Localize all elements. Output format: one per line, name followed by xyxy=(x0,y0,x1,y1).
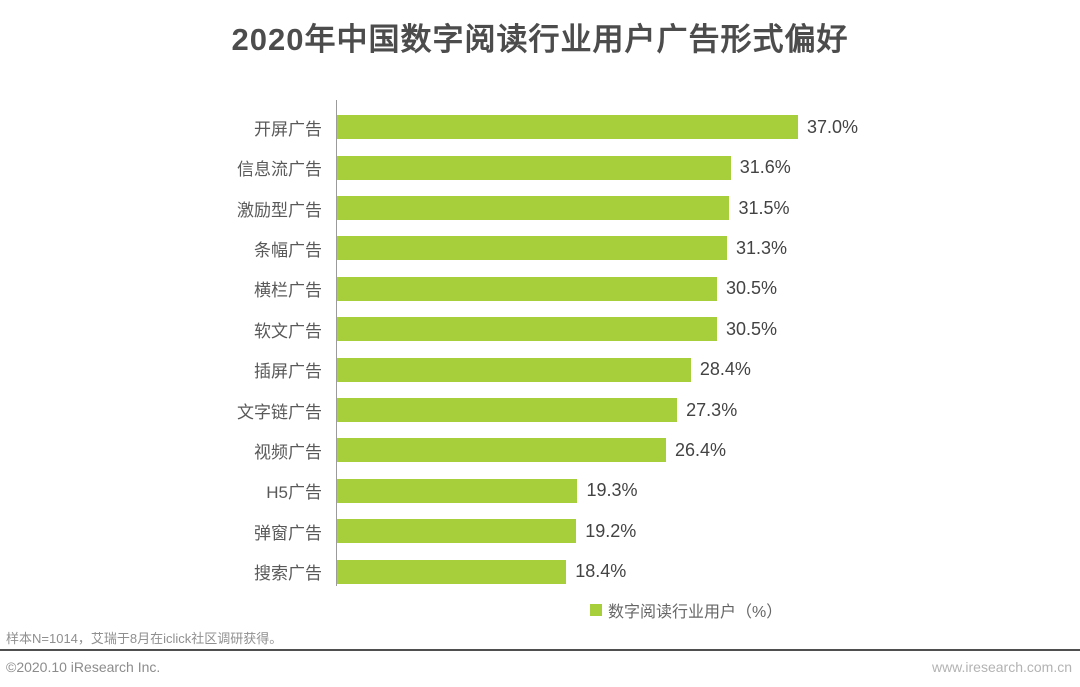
bar xyxy=(337,155,731,180)
value-label: 31.6% xyxy=(739,157,791,178)
legend-swatch-icon xyxy=(590,604,602,616)
bar-track: 19.3% xyxy=(337,478,1080,503)
bar-row: 激励型广告 31.5% xyxy=(0,188,1080,228)
bar-row: 搜索广告 18.4% xyxy=(0,551,1080,591)
bar-row: 视频广告 26.4% xyxy=(0,430,1080,470)
bar-track: 31.3% xyxy=(337,236,1080,261)
bar-track: 26.4% xyxy=(337,438,1080,463)
legend: 数字阅读行业用户（%） xyxy=(590,598,782,622)
value-label: 19.2% xyxy=(585,520,637,541)
value-label: 19.3% xyxy=(586,480,638,501)
category-label: H5广告 xyxy=(266,483,322,503)
value-label: 28.4% xyxy=(699,359,751,380)
bar xyxy=(337,357,691,382)
chart-title: 2020年中国数字阅读行业用户广告形式偏好 xyxy=(231,22,849,57)
legend-label: 数字阅读行业用户（%） xyxy=(608,604,783,621)
bar-row: 信息流广告 31.6% xyxy=(0,147,1080,187)
bar-row: 插屏广告 28.4% xyxy=(0,349,1080,389)
bar xyxy=(337,196,730,221)
category-label: 文字链广告 xyxy=(237,402,322,422)
bar-track: 28.4% xyxy=(337,357,1080,382)
value-label: 31.5% xyxy=(738,197,790,218)
footer-divider xyxy=(0,649,1080,651)
value-label: 26.4% xyxy=(674,439,726,460)
bar-row: 弹窗广告 19.2% xyxy=(0,511,1080,551)
bar-track: 30.5% xyxy=(337,276,1080,301)
bar xyxy=(337,398,678,423)
bar-track: 27.3% xyxy=(337,398,1080,423)
value-label: 31.3% xyxy=(735,237,788,258)
bar-track: 31.5% xyxy=(337,196,1080,221)
bar-row: 软文广告 30.5% xyxy=(0,309,1080,349)
category-label: 搜索广告 xyxy=(254,564,322,584)
value-label: 18.4% xyxy=(575,561,627,582)
category-label: 激励型广告 xyxy=(237,200,322,220)
bar-track: 31.6% xyxy=(337,155,1080,180)
value-label: 27.3% xyxy=(686,399,738,420)
website-url[interactable]: www.iresearch.com.cn xyxy=(931,659,1072,675)
value-label: 30.5% xyxy=(726,318,778,339)
bar xyxy=(337,236,727,261)
bar xyxy=(337,276,718,301)
category-label: 软文广告 xyxy=(254,321,322,341)
value-label: 37.0% xyxy=(807,116,859,137)
category-label: 开屏广告 xyxy=(254,119,322,139)
bar-row: H5广告 19.3% xyxy=(0,471,1080,511)
bar-row: 文字链广告 27.3% xyxy=(0,390,1080,430)
bar-track: 18.4% xyxy=(337,559,1080,584)
sample-footnote: 样本N=1014，艾瑞于8月在iclick社区调研获得。 xyxy=(6,631,283,646)
bar xyxy=(337,559,567,584)
bar xyxy=(337,115,799,140)
bar-chart: 开屏广告 37.0% 信息流广告 31.6% 激励型广告 31.5% 条幅广告 xyxy=(0,107,1080,592)
category-label: 插屏广告 xyxy=(254,362,322,382)
category-label: 条幅广告 xyxy=(254,240,322,260)
y-axis-line xyxy=(336,100,337,586)
bar-track: 30.5% xyxy=(337,317,1080,342)
value-label: 30.5% xyxy=(726,278,778,299)
bar-row: 横栏广告 30.5% xyxy=(0,269,1080,309)
bar-row: 条幅广告 31.3% xyxy=(0,228,1080,268)
copyright-text: ©2020.10 iResearch Inc. xyxy=(6,659,161,675)
bar xyxy=(337,478,578,503)
bar xyxy=(337,317,718,342)
category-label: 横栏广告 xyxy=(254,281,322,301)
category-label: 弹窗广告 xyxy=(254,523,322,543)
bar-row: 开屏广告 37.0% xyxy=(0,107,1080,147)
bar xyxy=(337,438,666,463)
bar-track: 37.0% xyxy=(337,115,1080,140)
bar xyxy=(337,519,577,544)
category-label: 视频广告 xyxy=(254,442,322,462)
category-label: 信息流广告 xyxy=(237,160,322,180)
bar-track: 19.2% xyxy=(337,519,1080,544)
